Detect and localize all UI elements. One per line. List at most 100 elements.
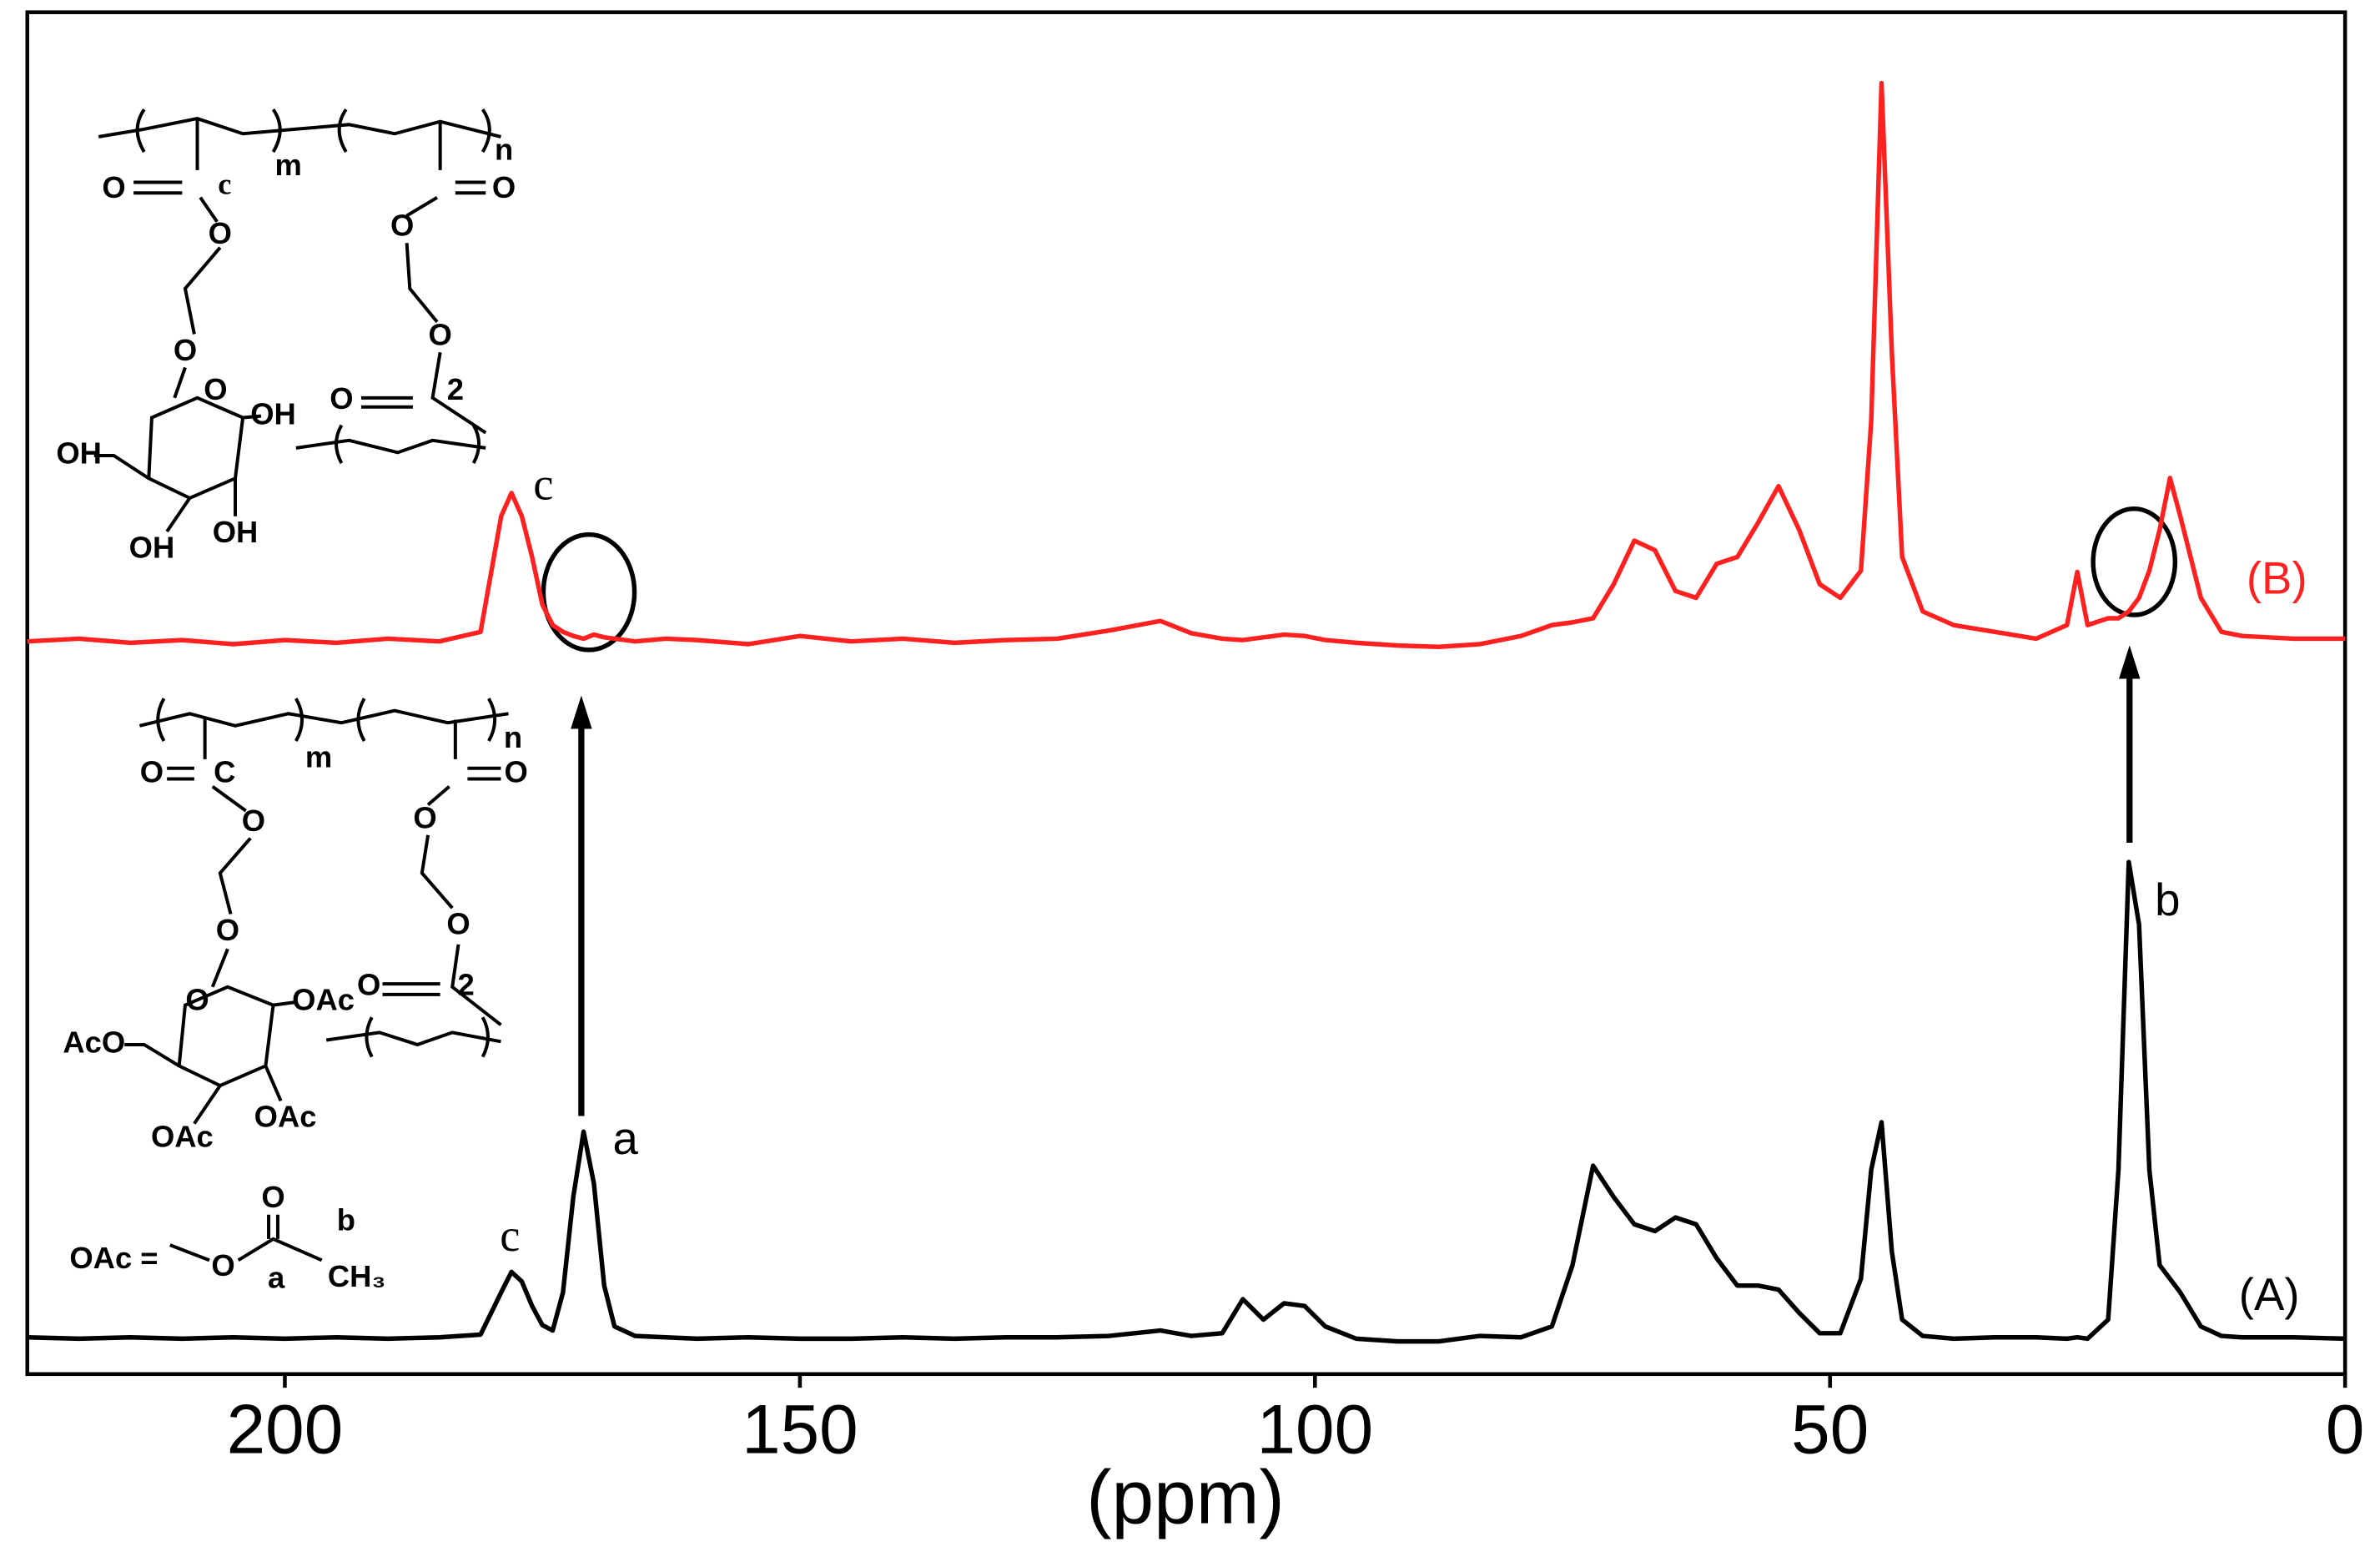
bond bbox=[93, 453, 150, 480]
bond bbox=[450, 944, 502, 1026]
peak-label: c bbox=[533, 459, 553, 510]
structure-label: OAc bbox=[151, 1119, 214, 1153]
structure-label: O bbox=[242, 804, 265, 838]
bond bbox=[165, 496, 192, 533]
bond bbox=[237, 1237, 323, 1262]
bond bbox=[242, 414, 262, 420]
structure-label: n bbox=[504, 720, 522, 754]
x-tick-label: 200 bbox=[227, 1390, 344, 1469]
structure-label: O bbox=[413, 800, 436, 834]
structure-label: O bbox=[185, 983, 209, 1017]
bracket bbox=[356, 698, 366, 743]
series-label: (B) bbox=[2247, 552, 2307, 603]
backbone bbox=[98, 116, 501, 139]
bracket bbox=[156, 698, 166, 743]
bond bbox=[420, 834, 454, 909]
arrow-head bbox=[2119, 645, 2141, 679]
structure-label: m bbox=[275, 148, 302, 182]
bracket bbox=[135, 108, 146, 154]
structure bbox=[93, 108, 501, 533]
spectrum-line bbox=[27, 859, 2346, 1344]
bond bbox=[124, 1042, 180, 1068]
structure-label: O bbox=[429, 318, 452, 352]
structure bbox=[124, 698, 509, 1262]
bond bbox=[169, 1243, 210, 1262]
x-tick-label: 0 bbox=[2326, 1390, 2365, 1469]
structure-label: O bbox=[174, 333, 197, 367]
structure-label: C bbox=[214, 755, 235, 789]
arrow-head bbox=[571, 695, 592, 729]
structure-label: b bbox=[337, 1202, 355, 1237]
structure-label: OAc bbox=[254, 1100, 317, 1134]
series-label: (A) bbox=[2239, 1269, 2300, 1320]
x-tick-label: 100 bbox=[1256, 1390, 1373, 1469]
peak-label: c bbox=[500, 1210, 520, 1261]
structure-label: CH₃ bbox=[328, 1259, 385, 1293]
bracket bbox=[271, 108, 282, 154]
structure-label: a bbox=[268, 1261, 285, 1295]
peak-label: a bbox=[612, 1113, 638, 1164]
structure-label: O bbox=[216, 913, 239, 947]
structure-label: O bbox=[211, 1248, 234, 1282]
structure-label: OH bbox=[129, 530, 175, 564]
bracket bbox=[481, 1016, 490, 1058]
bond bbox=[264, 1065, 283, 1102]
bond bbox=[426, 785, 450, 806]
bracket bbox=[335, 424, 344, 465]
bond bbox=[273, 1000, 297, 1007]
structure-label: OH bbox=[250, 396, 296, 431]
backbone bbox=[325, 1030, 501, 1047]
structure-label: O bbox=[357, 967, 380, 1001]
bond bbox=[211, 785, 247, 813]
bond bbox=[405, 195, 439, 218]
bracket bbox=[294, 698, 304, 743]
x-axis-label: (ppm) bbox=[1086, 1455, 1285, 1539]
structure-label: OAc = bbox=[69, 1241, 158, 1275]
bracket bbox=[337, 108, 348, 154]
bond bbox=[430, 351, 487, 435]
spectrum-line bbox=[27, 80, 2346, 649]
backbone bbox=[295, 438, 486, 455]
backbone bbox=[138, 708, 509, 728]
bracket bbox=[365, 1016, 374, 1058]
highlight-ellipse bbox=[541, 532, 637, 652]
structure-label: AcO bbox=[63, 1025, 125, 1060]
bracket bbox=[481, 108, 491, 154]
structure-label: OH bbox=[213, 515, 259, 549]
structure-label: 2 bbox=[447, 372, 464, 406]
peak-label: b bbox=[2155, 874, 2180, 925]
ring bbox=[147, 396, 245, 501]
structure-label: O bbox=[504, 755, 527, 789]
plot-frame bbox=[25, 10, 2347, 1377]
bond bbox=[173, 366, 187, 399]
bond bbox=[405, 243, 439, 324]
structure-label: 2 bbox=[457, 967, 474, 1001]
structure-label: O bbox=[446, 907, 470, 941]
structure-label: c bbox=[218, 167, 231, 200]
bond bbox=[210, 948, 229, 988]
structure-label: n bbox=[495, 133, 513, 167]
structure-label: OAc bbox=[292, 983, 355, 1017]
structure-label: O bbox=[261, 1180, 284, 1214]
structure-label: O bbox=[204, 372, 227, 406]
x-tick-label: 150 bbox=[742, 1390, 858, 1469]
structure-label: m bbox=[305, 739, 332, 773]
structure-label: O bbox=[102, 170, 125, 204]
bond bbox=[193, 1084, 222, 1125]
structure-label: O bbox=[140, 755, 164, 789]
bracket bbox=[487, 698, 497, 743]
structure-label: O bbox=[209, 216, 232, 250]
structure-label: OH bbox=[56, 436, 102, 471]
bond bbox=[218, 837, 252, 915]
bond bbox=[183, 246, 222, 335]
highlight-ellipse bbox=[2091, 506, 2178, 617]
x-tick-label: 50 bbox=[1791, 1390, 1869, 1469]
bracket bbox=[471, 424, 481, 465]
structure-label: O bbox=[330, 381, 353, 416]
bond bbox=[199, 196, 219, 223]
structure-label: O bbox=[390, 209, 414, 243]
